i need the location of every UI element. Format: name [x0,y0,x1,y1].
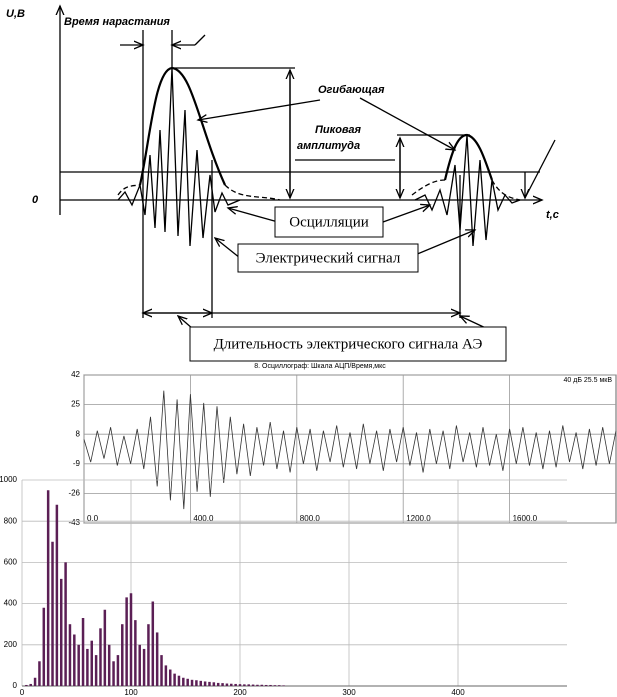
y-tick-label: 25 [71,400,80,409]
x-tick-label: 200 [233,688,247,697]
oscillation [117,67,241,247]
plot-frame [83,374,617,524]
leader [194,34,206,46]
y-tick-label: 42 [71,370,80,379]
y-tick-label: 600 [4,558,18,567]
oscillations-label: Осцилляции [289,214,369,230]
chart-title: 8. Осциллограф: Шкала АЦП/Время,мкс [254,363,386,370]
diagram: U,B 0 t,c Время нарастания Огибающая Пик… [6,6,559,362]
peak-amplitude-label: амплитуда [297,140,360,152]
duration-label: Длительность электрического сигнала АЭ [214,336,483,352]
x-tick-label: 400.0 [193,514,214,523]
y-tick-label: 1000 [0,475,18,484]
x-tick-label: 1200.0 [406,514,431,523]
leader [382,205,430,223]
electric-signal-label: Электрический сигнал [256,250,401,266]
oscillation [414,134,521,247]
zero-label: 0 [32,194,39,206]
x-tick-label: 1600.0 [513,514,538,523]
y-tick-label: -43 [68,518,80,527]
y-tick-label: 0 [13,681,18,690]
envelope-tail [117,184,281,201]
label-box [237,243,419,273]
peak-amplitude-label: Пиковая [315,124,362,136]
leader [359,97,455,150]
x-tick-label: 400 [451,688,465,697]
annotation: 40 дБ 25.5 мкВ [564,377,613,384]
spectrum: 0 200 400 600 800 1000 0 100 200 300 400 [0,475,567,697]
x-tick-label: 0.0 [87,514,99,523]
leader [414,230,475,256]
leader [198,99,321,120]
oscilloscope: 8. Осциллограф: Шкала АЦП/Время,мкс 40 д… [68,363,617,527]
label-box [274,206,384,238]
label-box [189,326,507,362]
y-tick-label: -26 [68,489,80,498]
y-tick-label: 200 [4,640,18,649]
rise-time-label: Время нарастания [64,16,170,28]
x-tick-label: 800.0 [300,514,321,523]
x-tick-label: 100 [124,688,138,697]
waveform [83,390,617,510]
leader [228,208,279,223]
y-tick-label: 800 [4,516,18,525]
y-tick-label: -9 [73,459,81,468]
x-tick-label: 0 [20,688,25,697]
leader [524,139,556,199]
envelope-label: Огибающая [318,84,385,96]
y-tick-label: 8 [76,429,81,438]
leader [215,238,241,259]
x-axis-label: t,c [546,209,559,221]
x-tick-label: 300 [342,688,356,697]
y-tick-label: 400 [4,599,18,608]
y-axis-label: U,B [6,8,25,20]
